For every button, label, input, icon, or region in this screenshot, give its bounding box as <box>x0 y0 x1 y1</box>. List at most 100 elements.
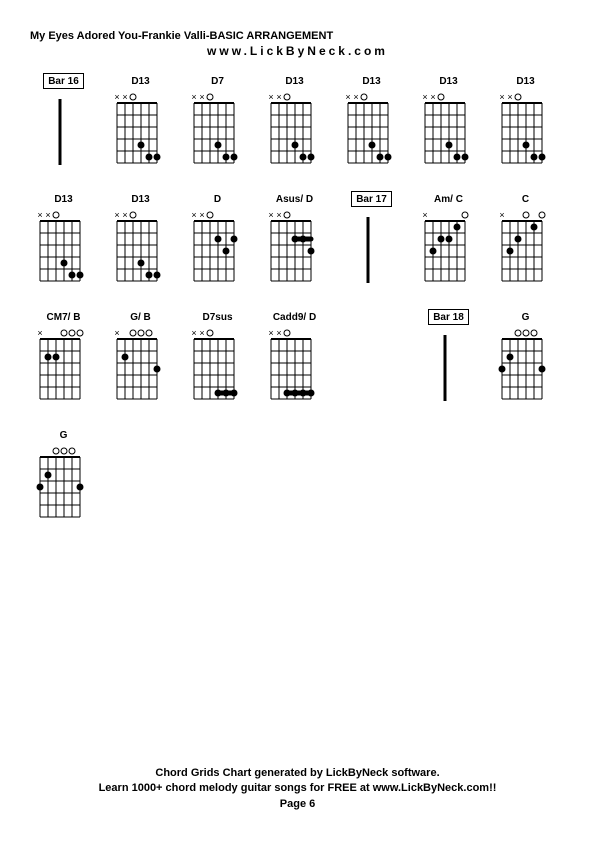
chord-diagram: ×× <box>419 91 479 181</box>
svg-text:×: × <box>37 328 42 338</box>
chord-name: D13 <box>285 73 303 89</box>
svg-text:×: × <box>422 92 427 102</box>
chord-cell: D13 ×× <box>107 191 174 299</box>
footer-line: Learn 1000+ chord melody guitar songs fo… <box>0 781 595 796</box>
chord-diagram <box>34 445 94 535</box>
chord-diagram: ×× <box>111 91 171 181</box>
svg-text:×: × <box>199 210 204 220</box>
chord-diagram: × <box>496 209 556 299</box>
chord-name: C <box>522 191 529 207</box>
chord-diagram: ×× <box>188 209 248 299</box>
chord-diagram: ×× <box>265 209 325 299</box>
chord-cell: D13 ×× <box>415 73 482 181</box>
chord-cell: Asus/ D×× <box>261 191 328 299</box>
chord-name: D7sus <box>202 309 232 325</box>
chord-name: D13 <box>516 73 534 89</box>
chord-diagram: ×× <box>188 91 248 181</box>
chord-name: G/ B <box>130 309 151 325</box>
svg-text:×: × <box>499 92 504 102</box>
chord-diagram <box>342 327 402 417</box>
svg-text:×: × <box>199 328 204 338</box>
svg-text:×: × <box>276 92 281 102</box>
svg-text:×: × <box>122 92 127 102</box>
svg-text:×: × <box>122 210 127 220</box>
svg-text:×: × <box>276 210 281 220</box>
svg-text:×: × <box>191 328 196 338</box>
svg-text:×: × <box>199 92 204 102</box>
svg-text:×: × <box>191 210 196 220</box>
svg-text:×: × <box>345 92 350 102</box>
svg-text:×: × <box>191 92 196 102</box>
chord-name: Asus/ D <box>276 191 313 207</box>
chord-name: G <box>522 309 530 325</box>
svg-text:×: × <box>276 328 281 338</box>
chord-cell: D7 ×× <box>184 73 251 181</box>
svg-text:×: × <box>268 210 273 220</box>
bar-label: Bar 18 <box>428 309 469 325</box>
chord-name: D13 <box>362 73 380 89</box>
svg-text:×: × <box>430 92 435 102</box>
svg-text:×: × <box>499 210 504 220</box>
svg-text:×: × <box>507 92 512 102</box>
chord-cell: D13 ×× <box>261 73 328 181</box>
chord-name: D7 <box>211 73 224 89</box>
chord-name: G <box>60 427 68 443</box>
chord-diagram: ×× <box>265 91 325 181</box>
chord-diagram <box>34 91 94 181</box>
chord-name: D13 <box>131 191 149 207</box>
chord-diagram: ×× <box>111 209 171 299</box>
chord-diagram: ×× <box>342 91 402 181</box>
page-subtitle: www.LickByNeck.com <box>30 44 565 58</box>
chord-cell <box>338 309 405 417</box>
chord-name: CM7/ B <box>47 309 81 325</box>
chord-cell: Am/ C × <box>415 191 482 299</box>
chord-name: Am/ C <box>434 191 463 207</box>
chord-cell: D7sus ×× <box>184 309 251 417</box>
svg-text:×: × <box>114 92 119 102</box>
chord-grid: Bar 16D13××D7××D13××D13××D13××D13××D13××… <box>30 73 565 535</box>
footer-line: Page 6 <box>0 797 595 812</box>
svg-text:×: × <box>353 92 358 102</box>
chord-cell: G/ B × <box>107 309 174 417</box>
chord-diagram <box>342 209 402 299</box>
chord-name: D <box>214 191 221 207</box>
chord-diagram: ×× <box>188 327 248 417</box>
chord-cell: D13 ×× <box>492 73 559 181</box>
page-title: My Eyes Adored You-Frankie Valli-BASIC A… <box>30 30 565 42</box>
chord-name: Cadd9/ D <box>273 309 316 325</box>
chord-cell: G <box>492 309 559 417</box>
svg-text:×: × <box>268 328 273 338</box>
chord-diagram: × <box>34 327 94 417</box>
chord-cell: Bar 17 <box>338 191 405 299</box>
svg-text:×: × <box>45 210 50 220</box>
chord-diagram: × <box>419 209 479 299</box>
bar-label: Bar 16 <box>43 73 84 89</box>
chord-name: D13 <box>131 73 149 89</box>
chord-cell: CM7/ B × <box>30 309 97 417</box>
svg-text:×: × <box>422 210 427 220</box>
chord-cell: C× <box>492 191 559 299</box>
chord-diagram <box>496 327 556 417</box>
chord-cell: D ×× <box>184 191 251 299</box>
chord-cell: D13 ×× <box>30 191 97 299</box>
footer-line: Chord Grids Chart generated by LickByNec… <box>0 766 595 781</box>
svg-text:×: × <box>268 92 273 102</box>
bar-label: Bar 17 <box>351 191 392 207</box>
page-footer: Chord Grids Chart generated by LickByNec… <box>0 766 595 812</box>
svg-text:×: × <box>37 210 42 220</box>
chord-diagram: ×× <box>265 327 325 417</box>
chord-cell: D13 ×× <box>107 73 174 181</box>
chord-diagram: ×× <box>34 209 94 299</box>
chord-cell: Cadd9/ D×× <box>261 309 328 417</box>
svg-text:×: × <box>114 328 119 338</box>
chord-cell: D13 ×× <box>338 73 405 181</box>
chord-diagram: ×× <box>496 91 556 181</box>
chord-cell: Bar 18 <box>415 309 482 417</box>
svg-text:×: × <box>114 210 119 220</box>
chord-cell: G <box>30 427 97 535</box>
chord-cell: Bar 16 <box>30 73 97 181</box>
chord-diagram <box>419 327 479 417</box>
chord-name: D13 <box>439 73 457 89</box>
chord-diagram: × <box>111 327 171 417</box>
chord-name: D13 <box>54 191 72 207</box>
